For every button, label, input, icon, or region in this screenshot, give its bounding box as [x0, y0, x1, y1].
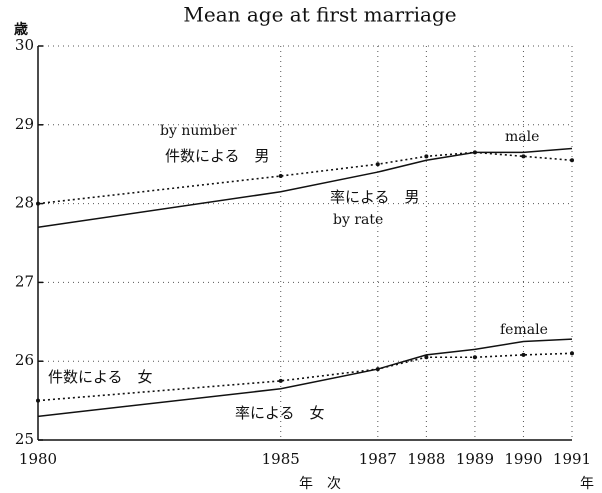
x-tick-label: 1991 [553, 450, 591, 468]
y-tick-label: 29 [15, 115, 34, 133]
annotation: by rate [333, 212, 383, 228]
data-point [424, 355, 429, 360]
x-tick-label: 1990 [504, 450, 542, 468]
x-tick-label: 1985 [262, 450, 300, 468]
series-line [37, 151, 573, 205]
annotation: female [500, 322, 548, 338]
series-line [37, 147, 573, 228]
series-label: 件数による 女 [48, 368, 153, 386]
data-point [278, 378, 283, 383]
data-point [521, 154, 526, 159]
series-label: 率による 女 [235, 404, 325, 422]
y-axis-label: 歳 [14, 21, 28, 38]
data-point [472, 355, 477, 360]
data-point [424, 154, 429, 159]
y-tick-label: 30 [15, 36, 34, 54]
data-point [36, 201, 40, 206]
y-tick-label: 27 [15, 272, 34, 290]
x-axis-label: 年 次 [299, 476, 341, 492]
x-tick-label: 1987 [359, 450, 397, 468]
data-point [521, 352, 526, 357]
chart-title: Mean age at first marriage [183, 3, 456, 27]
y-tick-label: 25 [15, 430, 34, 448]
data-point [36, 398, 40, 403]
data-point [570, 158, 574, 163]
x-tick-label: 1980 [19, 450, 57, 468]
annotation: male [505, 129, 539, 145]
annotation: by number [160, 123, 237, 139]
x-tick-label: 1988 [407, 450, 445, 468]
data-point [570, 351, 574, 356]
y-tick-label: 26 [15, 351, 34, 369]
y-tick-label: 28 [15, 194, 34, 212]
series-label: 率による 男 [330, 188, 420, 206]
series-line [37, 338, 573, 418]
x-axis-unit: 年 [580, 476, 594, 492]
data-point [278, 174, 283, 179]
series-label: 件数による 男 [165, 147, 270, 165]
data-point [375, 162, 380, 167]
x-tick-label: 1989 [456, 450, 494, 468]
